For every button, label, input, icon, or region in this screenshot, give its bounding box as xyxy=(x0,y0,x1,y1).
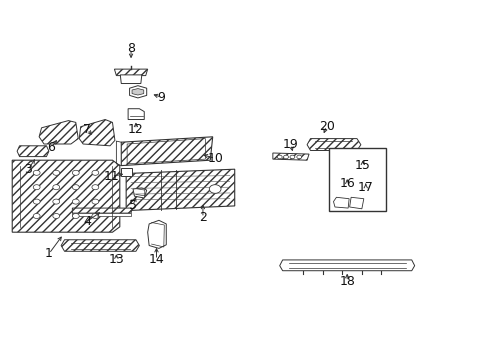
Circle shape xyxy=(72,170,79,175)
Circle shape xyxy=(92,213,99,219)
Text: 16: 16 xyxy=(339,177,354,190)
Polygon shape xyxy=(39,121,78,144)
Text: 7: 7 xyxy=(83,123,91,136)
Text: 3: 3 xyxy=(24,163,32,176)
Polygon shape xyxy=(349,197,363,209)
Text: 1: 1 xyxy=(45,247,53,260)
Circle shape xyxy=(53,185,60,190)
Text: 15: 15 xyxy=(354,159,370,172)
Polygon shape xyxy=(114,69,147,76)
Polygon shape xyxy=(126,169,234,211)
Text: 10: 10 xyxy=(207,152,223,165)
Circle shape xyxy=(289,155,294,159)
Polygon shape xyxy=(129,86,146,98)
Polygon shape xyxy=(306,139,360,150)
Circle shape xyxy=(92,185,99,190)
Polygon shape xyxy=(121,137,212,166)
Polygon shape xyxy=(17,146,49,157)
Circle shape xyxy=(92,170,99,175)
Text: 2: 2 xyxy=(199,211,206,224)
Circle shape xyxy=(209,185,221,193)
Circle shape xyxy=(72,213,79,219)
Bar xyxy=(328,148,386,211)
Circle shape xyxy=(277,155,282,159)
Circle shape xyxy=(53,213,60,219)
Text: 9: 9 xyxy=(157,91,165,104)
Text: 20: 20 xyxy=(318,120,334,132)
Polygon shape xyxy=(133,188,146,198)
Text: 14: 14 xyxy=(148,253,164,266)
Polygon shape xyxy=(279,260,414,271)
Text: 5: 5 xyxy=(129,199,137,212)
Text: 4: 4 xyxy=(83,215,91,228)
Text: 19: 19 xyxy=(283,138,298,151)
Text: 11: 11 xyxy=(103,170,119,183)
Text: 8: 8 xyxy=(127,42,135,55)
Polygon shape xyxy=(132,89,143,95)
Polygon shape xyxy=(128,109,144,120)
Circle shape xyxy=(33,170,40,175)
Circle shape xyxy=(53,170,60,175)
Polygon shape xyxy=(121,168,132,176)
Circle shape xyxy=(33,199,40,204)
Text: 6: 6 xyxy=(47,141,55,154)
Polygon shape xyxy=(120,75,142,84)
Circle shape xyxy=(72,185,79,190)
Polygon shape xyxy=(72,208,132,213)
Text: 12: 12 xyxy=(128,123,143,136)
Text: 18: 18 xyxy=(339,275,354,288)
Polygon shape xyxy=(12,160,120,232)
Polygon shape xyxy=(333,197,348,208)
Circle shape xyxy=(72,199,79,204)
Polygon shape xyxy=(79,120,115,146)
Text: 13: 13 xyxy=(108,253,124,266)
Circle shape xyxy=(33,213,40,219)
Text: 17: 17 xyxy=(357,181,373,194)
Polygon shape xyxy=(72,213,131,216)
Circle shape xyxy=(33,185,40,190)
Circle shape xyxy=(53,199,60,204)
Circle shape xyxy=(296,155,301,159)
Circle shape xyxy=(283,155,288,159)
Polygon shape xyxy=(61,240,139,251)
Circle shape xyxy=(92,199,99,204)
Polygon shape xyxy=(147,220,166,248)
Polygon shape xyxy=(272,153,308,160)
